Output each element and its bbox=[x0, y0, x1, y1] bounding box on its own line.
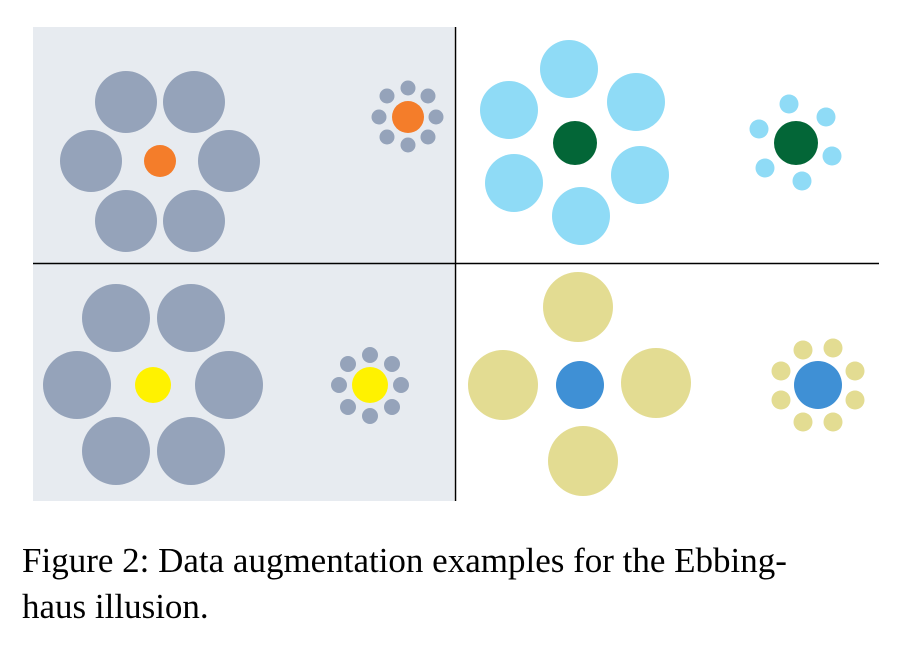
surround-circle bbox=[60, 130, 122, 192]
surround-circle bbox=[480, 81, 538, 139]
surround-circle bbox=[611, 146, 669, 204]
surround-circle bbox=[485, 154, 543, 212]
surround-circle bbox=[845, 361, 865, 381]
surround-circle bbox=[95, 190, 157, 252]
surround-circle bbox=[428, 109, 444, 125]
surround-circle bbox=[384, 356, 400, 372]
ebbinghaus-large-surround-pair bbox=[60, 71, 260, 252]
panel-bottom-left bbox=[43, 284, 409, 485]
panel-top-left bbox=[60, 71, 444, 252]
surround-circle bbox=[792, 171, 812, 191]
surround-circle bbox=[779, 94, 799, 114]
surround-circle bbox=[157, 417, 225, 485]
surround-circle bbox=[543, 272, 613, 342]
surround-circle bbox=[393, 377, 409, 393]
surround-circle bbox=[43, 351, 111, 419]
surround-circle bbox=[95, 71, 157, 133]
surround-circle bbox=[822, 146, 842, 166]
surround-circle bbox=[749, 119, 769, 139]
center-target-circle bbox=[553, 121, 597, 165]
ebbinghaus-small-surround-pair bbox=[331, 347, 409, 424]
surround-circle bbox=[771, 390, 791, 410]
surround-circle bbox=[198, 130, 260, 192]
panel-bottom-right bbox=[468, 272, 865, 496]
surround-circle bbox=[845, 390, 865, 410]
center-target-circle bbox=[135, 367, 171, 403]
surround-circle bbox=[823, 338, 843, 358]
surround-circle bbox=[371, 109, 387, 125]
surround-circle bbox=[823, 412, 843, 432]
surround-circle bbox=[771, 361, 791, 381]
ebbinghaus-large-surround-pair bbox=[468, 272, 691, 496]
center-target-circle bbox=[352, 367, 388, 403]
surround-circle bbox=[163, 190, 225, 252]
surround-circle bbox=[793, 412, 813, 432]
surround-circle bbox=[621, 348, 691, 418]
surround-circle bbox=[340, 356, 356, 372]
surround-circle bbox=[607, 73, 665, 131]
surround-circle bbox=[163, 71, 225, 133]
center-target-circle bbox=[556, 361, 604, 409]
figure-caption: Figure 2: Data augmentation examples for… bbox=[22, 538, 894, 630]
center-target-circle bbox=[774, 121, 818, 165]
surround-circle bbox=[362, 408, 378, 424]
ebbinghaus-large-surround-pair bbox=[43, 284, 263, 485]
surround-circle bbox=[340, 399, 356, 415]
surround-circle bbox=[384, 399, 400, 415]
surround-circle bbox=[420, 88, 436, 104]
center-target-circle bbox=[794, 361, 842, 409]
center-target-circle bbox=[144, 145, 176, 177]
surround-circle bbox=[379, 129, 395, 145]
surround-circle bbox=[195, 351, 263, 419]
ebbinghaus-small-surround-pair bbox=[771, 338, 865, 432]
ebbinghaus-small-surround-pair bbox=[371, 80, 444, 153]
surround-circle bbox=[157, 284, 225, 352]
surround-circle bbox=[362, 347, 378, 363]
ebbinghaus-large-surround-pair bbox=[480, 40, 669, 245]
surround-circle bbox=[400, 137, 416, 153]
surround-circle bbox=[82, 284, 150, 352]
surround-circle bbox=[379, 88, 395, 104]
surround-circle bbox=[816, 107, 836, 127]
surround-circle bbox=[82, 417, 150, 485]
surround-circle bbox=[540, 40, 598, 98]
surround-circle bbox=[755, 158, 775, 178]
surround-circle bbox=[793, 340, 813, 360]
caption-line-2: haus illusion. bbox=[22, 587, 209, 626]
surround-circle bbox=[548, 426, 618, 496]
ebbinghaus-small-surround-pair bbox=[749, 94, 842, 191]
surround-circle bbox=[400, 80, 416, 96]
caption-line-1: Figure 2: Data augmentation examples for… bbox=[22, 541, 787, 580]
surround-circle bbox=[552, 187, 610, 245]
surround-circle bbox=[420, 129, 436, 145]
ebbinghaus-figure bbox=[33, 27, 879, 501]
panel-top-right bbox=[480, 40, 842, 245]
center-target-circle bbox=[392, 101, 424, 133]
surround-circle bbox=[468, 350, 538, 420]
surround-circle bbox=[331, 377, 347, 393]
